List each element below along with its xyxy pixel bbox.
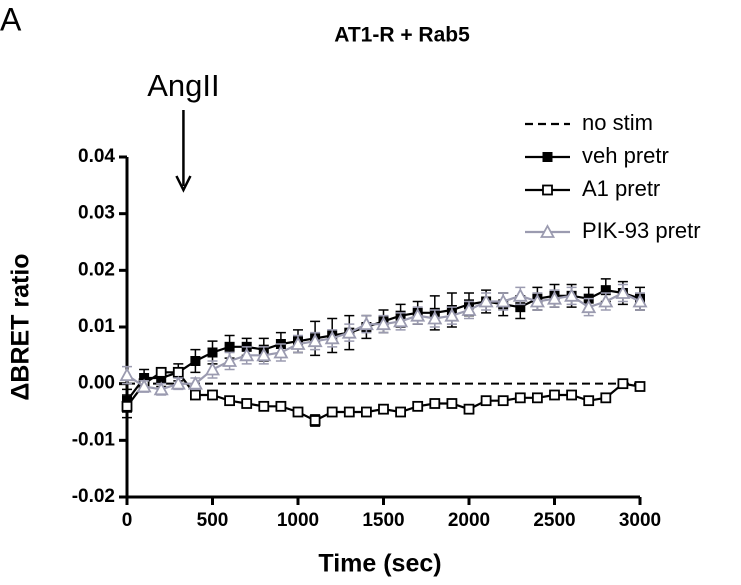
marker (155, 366, 167, 378)
y-tick-label: 0.03 (78, 203, 115, 224)
marker (617, 378, 629, 390)
marker (495, 293, 511, 308)
marker (256, 347, 272, 362)
marker (358, 316, 374, 331)
annotation: AngII (147, 68, 219, 103)
x-tick-label: 2500 (533, 510, 575, 531)
marker (546, 290, 563, 305)
marker (497, 395, 509, 407)
marker (224, 341, 235, 352)
marker (224, 395, 236, 407)
marker (598, 293, 614, 308)
y-tick-label: -0.01 (72, 429, 116, 450)
x-axis-label: Time (sec) (318, 550, 441, 578)
x-tick-label: 500 (197, 510, 229, 531)
marker (187, 375, 203, 390)
annotation-arrowhead (175, 175, 192, 193)
series-line (126, 291, 641, 391)
marker (307, 333, 323, 348)
x-tick-label: 0 (122, 510, 133, 531)
marker (444, 307, 460, 322)
marker (343, 406, 355, 418)
legend-label: PIK-93 pretr (582, 218, 701, 243)
marker (463, 403, 475, 415)
marker (156, 373, 167, 383)
marker (360, 406, 372, 418)
y-tick-label: 0.02 (78, 259, 115, 280)
marker (222, 353, 238, 367)
marker (461, 302, 477, 316)
marker (153, 381, 169, 396)
legend-marker (539, 224, 556, 238)
marker (549, 389, 560, 401)
legend-label: A1 pretr (582, 176, 660, 201)
marker (275, 400, 287, 412)
marker (204, 361, 221, 376)
marker (615, 285, 631, 299)
marker (139, 373, 150, 383)
marker (480, 395, 492, 407)
panel-label: A (0, 1, 22, 37)
marker (273, 344, 289, 359)
marker (429, 398, 441, 409)
x-tick-label: 3000 (619, 510, 661, 531)
marker (326, 406, 338, 418)
marker (324, 330, 340, 345)
marker (412, 400, 424, 412)
marker (581, 299, 597, 314)
marker (378, 403, 389, 415)
x-tick-label: 2000 (448, 510, 490, 531)
marker (241, 398, 253, 409)
marker (290, 336, 306, 350)
marker (172, 366, 184, 378)
marker (632, 293, 648, 308)
marker (410, 307, 426, 322)
marker (119, 367, 135, 382)
marker (309, 415, 321, 426)
marker (190, 356, 201, 366)
chart-title: AT1-R + Rab5 (334, 24, 470, 47)
marker (583, 395, 595, 407)
marker (566, 389, 577, 401)
marker (207, 347, 218, 358)
marker (395, 406, 407, 418)
marker (478, 293, 494, 308)
y-axis-label: ΔBRET ratio (7, 253, 35, 400)
marker (375, 316, 392, 331)
x-tick-label: 1000 (277, 510, 319, 531)
marker (600, 285, 611, 296)
marker (512, 287, 528, 302)
marker (121, 400, 133, 412)
legend-label: no stim (582, 110, 653, 135)
y-tick-label: 0.01 (78, 316, 115, 337)
marker (446, 398, 458, 409)
marker (532, 392, 543, 404)
legend-marker (542, 152, 553, 162)
legend-marker (542, 184, 553, 196)
marker (634, 381, 646, 392)
y-tick-label: 0.00 (78, 373, 115, 394)
marker (239, 347, 255, 362)
marker (564, 287, 580, 302)
marker (393, 313, 409, 328)
marker (136, 378, 152, 393)
marker (189, 389, 201, 401)
y-tick-label: 0.04 (78, 146, 115, 167)
marker (170, 375, 186, 390)
marker (258, 400, 270, 412)
marker (600, 392, 612, 404)
marker (207, 389, 218, 401)
marker (529, 293, 545, 308)
marker (514, 392, 526, 404)
y-tick-label: -0.02 (72, 486, 115, 507)
x-tick-label: 1500 (362, 510, 404, 531)
marker (292, 406, 304, 418)
legend-label: veh pretr (582, 143, 669, 168)
marker (427, 310, 443, 325)
marker (515, 302, 526, 313)
marker (341, 324, 357, 339)
